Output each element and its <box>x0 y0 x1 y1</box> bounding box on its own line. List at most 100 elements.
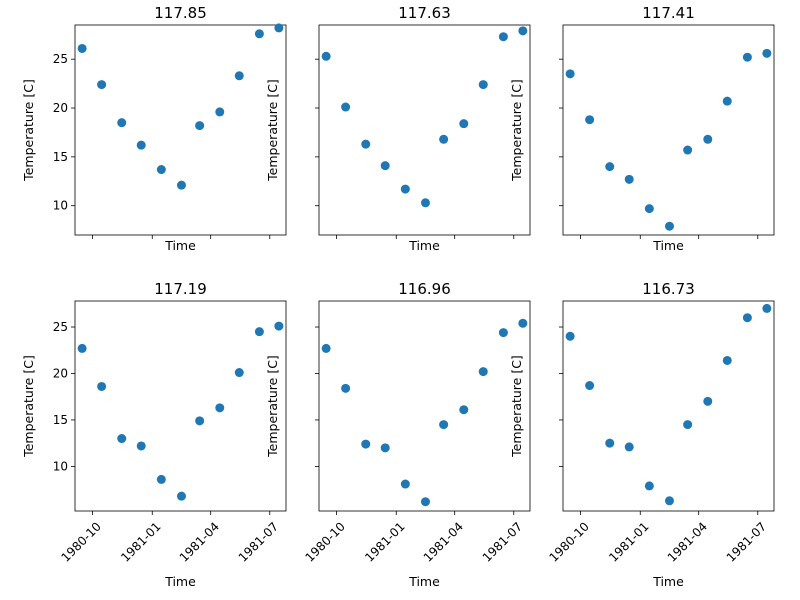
data-point <box>321 51 331 61</box>
subplot-2: 117.63 Time Temperature [C] <box>265 4 531 253</box>
data-point <box>117 118 127 128</box>
subplot-title: 117.85 <box>154 4 207 22</box>
axes-frame <box>74 300 287 512</box>
data-point <box>664 496 674 506</box>
y-tick-label: 20 <box>53 366 68 380</box>
data-point <box>215 107 225 117</box>
data-point <box>195 416 205 426</box>
subplot-title: 117.19 <box>154 280 207 298</box>
data-point <box>136 140 146 150</box>
data-point <box>380 161 390 171</box>
axes-frame <box>74 24 287 236</box>
axes-frame <box>318 300 531 512</box>
data-point <box>439 134 449 144</box>
x-axis-label: Time <box>164 238 196 253</box>
subplot-6: 116.73 1980-10 1981-01 1981-04 1981-07 Time Te… <box>509 280 775 589</box>
data-point <box>624 442 634 452</box>
data-point <box>274 23 284 33</box>
data-point <box>518 318 528 328</box>
data-point <box>742 313 752 323</box>
data-point <box>644 204 654 214</box>
data-point <box>400 184 410 194</box>
x-tick-label: 1981-07 <box>236 519 281 564</box>
data-point <box>97 381 107 391</box>
x-axis-label: Time <box>652 238 684 253</box>
data-point <box>459 405 469 415</box>
y-tick-label: 25 <box>53 320 68 334</box>
x-tick-label: 1981-04 <box>665 519 710 564</box>
data-point <box>722 355 732 365</box>
data-point <box>77 43 87 53</box>
y-axis-label: Temperature [C] <box>21 79 36 182</box>
y-tick-label: 20 <box>53 101 68 115</box>
subplot-title: 116.73 <box>642 280 695 298</box>
data-point <box>234 368 244 378</box>
x-tick-label: 1981-01 <box>118 519 163 564</box>
data-point <box>565 69 575 79</box>
data-point <box>624 174 634 184</box>
subplot-5: 116.96 1980-10 1981-01 1981-04 1981-07 Time Te… <box>265 280 531 589</box>
data-point <box>156 165 166 175</box>
x-tick-label: 1981-01 <box>362 519 407 564</box>
axes-frame <box>562 24 775 236</box>
data-point <box>254 29 264 39</box>
data-point <box>97 80 107 90</box>
x-axis-label: Time <box>408 238 440 253</box>
data-point <box>420 497 430 507</box>
data-point <box>117 434 127 444</box>
data-point <box>420 198 430 208</box>
data-point <box>234 71 244 81</box>
x-tick-label: 1981-07 <box>480 519 525 564</box>
data-point <box>176 491 186 501</box>
data-point <box>215 403 225 413</box>
data-point <box>77 343 87 353</box>
y-tick-label: 10 <box>53 459 68 473</box>
data-point <box>683 420 693 430</box>
data-point <box>136 441 146 451</box>
data-point <box>722 96 732 106</box>
data-point <box>518 26 528 36</box>
data-point <box>498 328 508 338</box>
data-point <box>361 439 371 449</box>
x-tick-label: 1980-10 <box>547 519 592 564</box>
data-point <box>762 303 772 313</box>
x-tick-label: 1981-04 <box>177 519 222 564</box>
y-axis-label: Temperature [C] <box>265 79 280 182</box>
data-point <box>439 420 449 430</box>
subplot-1: 117.85 10 15 20 25 Time Temperature [C] <box>21 4 287 253</box>
subplot-grid: 117.85 10 15 20 25 Time Temperature [C] 117.63 T… <box>21 4 775 589</box>
data-point <box>605 162 615 172</box>
data-point <box>565 331 575 341</box>
data-point <box>400 479 410 489</box>
data-point <box>361 139 371 149</box>
x-tick-label: 1981-04 <box>421 519 466 564</box>
subplot-title: 117.63 <box>398 4 451 22</box>
subplot-title: 116.96 <box>398 280 451 298</box>
data-point <box>664 221 674 231</box>
data-point <box>644 481 654 491</box>
axes-frame <box>318 24 531 236</box>
data-point <box>762 48 772 58</box>
subplot-title: 117.41 <box>642 4 695 22</box>
data-point <box>195 121 205 131</box>
x-tick-label: 1981-01 <box>606 519 651 564</box>
data-point <box>254 327 264 337</box>
data-point <box>321 343 331 353</box>
data-point <box>742 52 752 62</box>
y-axis-label: Temperature [C] <box>509 355 524 458</box>
y-axis-label: Temperature [C] <box>509 79 524 182</box>
data-point <box>156 474 166 484</box>
data-point <box>341 383 351 393</box>
y-axis-label: Temperature [C] <box>265 355 280 458</box>
data-point <box>176 180 186 190</box>
x-tick-label: 1980-10 <box>59 519 104 564</box>
data-point <box>683 145 693 155</box>
data-point <box>703 396 713 406</box>
x-axis-label: Time <box>164 574 196 589</box>
data-point <box>478 80 488 90</box>
x-tick-label: 1980-10 <box>303 519 348 564</box>
subplot-4: 117.19 10 15 20 25 1980-10 1981-01 1981-04 1981-… <box>21 280 287 589</box>
axes-frame <box>562 300 775 512</box>
data-point <box>703 134 713 144</box>
